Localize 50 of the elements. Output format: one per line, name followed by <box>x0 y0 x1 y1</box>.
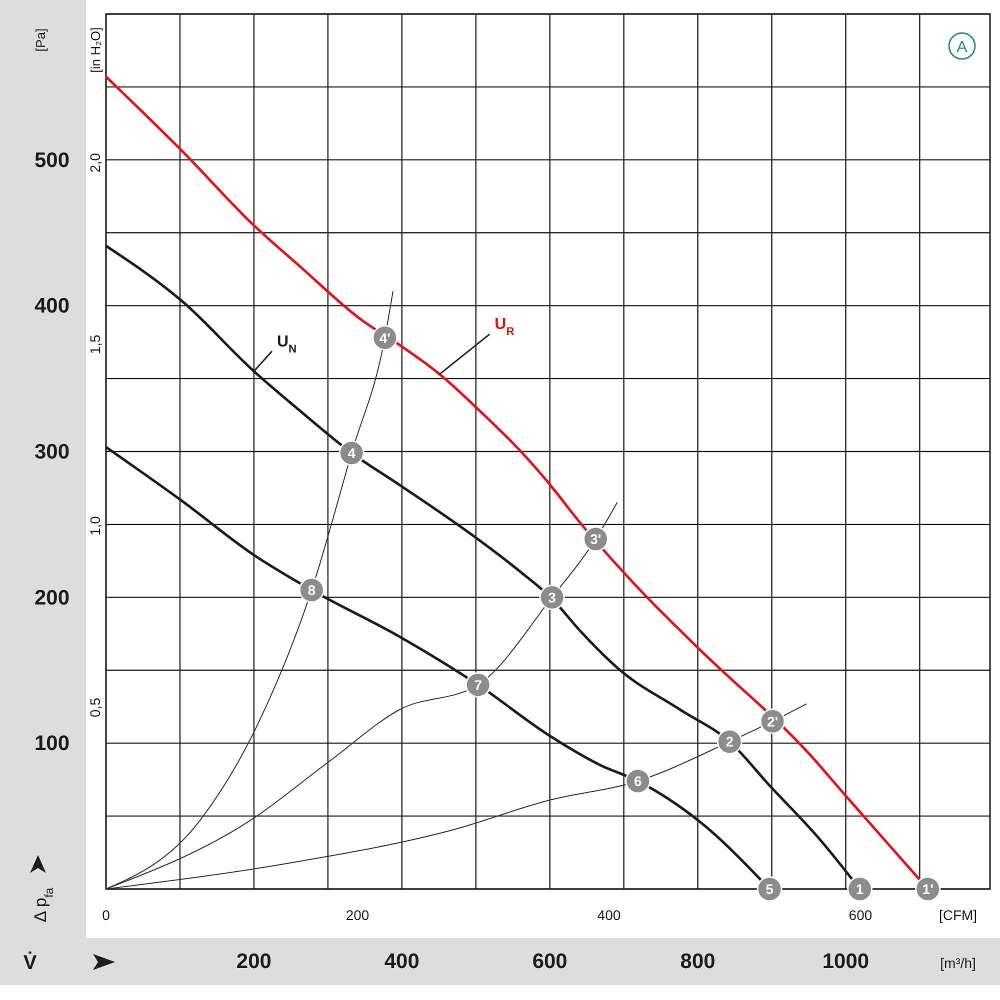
annotation: A <box>956 39 968 56</box>
annotation: 5 <box>766 881 774 897</box>
numbered-badge: 1' <box>915 876 941 902</box>
annotation: 2 <box>726 734 734 750</box>
annotation: 3' <box>590 531 602 547</box>
annotation: 7 <box>474 676 482 693</box>
x2-tick-label: 400 <box>597 907 621 923</box>
x-tick-label: 200 <box>236 950 272 973</box>
numbered-badge: 3 <box>539 584 565 610</box>
numbered-badge: 2 <box>716 728 742 754</box>
numbered-badge: 8 <box>298 577 324 603</box>
x-tick-label: 1000 <box>822 950 870 973</box>
numbered-badge: 7 <box>465 672 491 698</box>
numbered-badge: 6 <box>625 768 651 794</box>
annotation: 8 <box>308 582 316 598</box>
numbered-badge: 2' <box>760 708 786 734</box>
text: U$_{R}$ <box>494 316 514 338</box>
y2-tick-label: 1,0 <box>87 516 103 536</box>
numbered-badge: 3' <box>582 526 608 552</box>
y-tick-label: 100 <box>34 732 70 756</box>
numbered-badge: 1 <box>847 876 873 902</box>
annotation: 4 <box>348 444 356 461</box>
y-tick-label: 400 <box>34 294 70 318</box>
series-label: U$_{N}$ <box>276 333 297 356</box>
y2-tick-label: 1,5 <box>87 334 103 354</box>
annotation: 6 <box>634 773 642 790</box>
x-axis-title: [m³/h] <box>940 955 976 971</box>
annotation: 3 <box>548 589 556 606</box>
numbered-badge: 4' <box>372 325 398 350</box>
y-tick-label: 300 <box>34 440 70 464</box>
annotation: 1' <box>922 881 934 897</box>
y2-axis-title: [in H₂O] <box>88 27 103 73</box>
y2-tick-label: 2,0 <box>87 152 103 173</box>
annotation: 4' <box>379 330 390 346</box>
x2-axis-title: [CFM] <box>938 907 978 923</box>
y2-tick-label: 0,5 <box>87 698 103 718</box>
x-tick-label: 600 <box>532 950 568 973</box>
y-axis-title: [Pa] <box>33 28 48 52</box>
x2-tick-label: 200 <box>346 907 370 923</box>
x2-tick-label: 0 <box>102 907 110 923</box>
annotation: 1 <box>856 881 864 897</box>
annotation: 2' <box>766 713 778 730</box>
x2-tick-label: 600 <box>848 907 872 923</box>
numbered-badge: 5 <box>756 876 782 902</box>
x-tick-label: 800 <box>680 950 716 973</box>
y-tick-label: 200 <box>34 586 70 610</box>
y-tick-label: 500 <box>34 148 70 172</box>
x-tick-label: 400 <box>384 950 420 973</box>
numbered-badge: 4 <box>338 440 364 466</box>
text: V̇ <box>23 951 38 974</box>
